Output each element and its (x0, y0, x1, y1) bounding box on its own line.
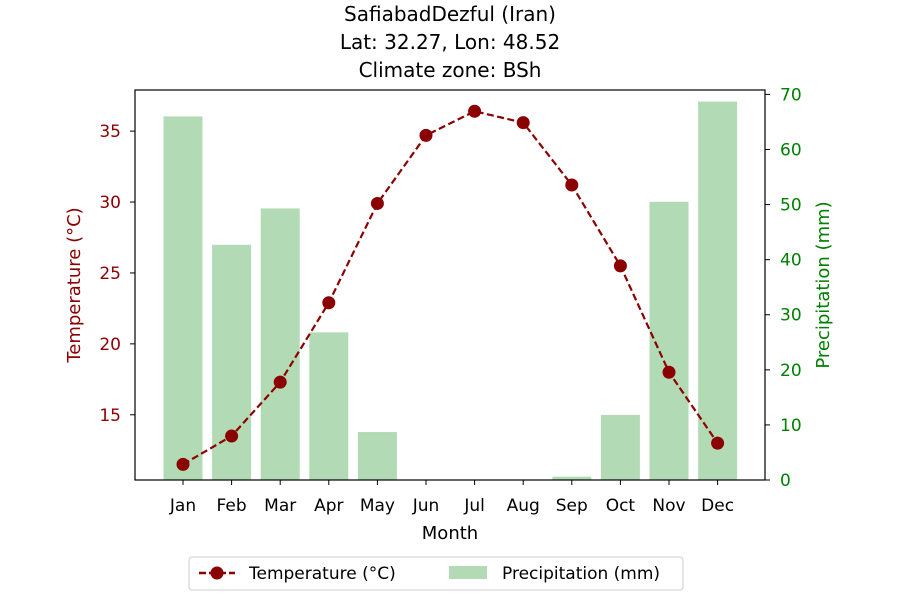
precipitation-axis: 0 10 20 30 40 50 60 70 (765, 85, 802, 491)
chart-title: SafiabadDezful (Iran) Lat: 32.27, Lon: 4… (340, 2, 560, 82)
temperature-point-dec (711, 436, 725, 450)
temperature-tick-label: 20 (99, 335, 121, 355)
temperature-line (182, 110, 719, 466)
legend-precipitation-label: Precipitation (mm) (502, 564, 660, 584)
precipitation-bar-mar (260, 208, 300, 481)
precipitation-tick-label: 20 (780, 361, 802, 381)
precipitation-bars (163, 101, 738, 481)
x-tick-label: Apr (314, 496, 343, 516)
precipitation-bar-nov (649, 201, 689, 481)
legend-temperature-marker (210, 566, 224, 580)
temperature-axis: 15 20 25 30 35 (99, 122, 135, 426)
temperature-axis-label: Temperature (°C) (64, 207, 85, 363)
temperature-point-jul (468, 104, 482, 118)
temperature-tick-label: 35 (99, 122, 121, 142)
temperature-point-sep (565, 178, 579, 192)
x-tick-label: Aug (507, 496, 540, 516)
title-line-station: SafiabadDezful (Iran) (344, 2, 556, 26)
x-tick-label: May (360, 496, 395, 516)
precipitation-tick-label: 70 (780, 85, 802, 105)
x-tick-label: Dec (701, 496, 734, 516)
temperature-series (176, 104, 725, 471)
title-line-coordinates: Lat: 32.27, Lon: 48.52 (340, 30, 560, 54)
temperature-point-mar (273, 375, 287, 389)
temperature-point-oct (613, 259, 627, 273)
temperature-point-apr (322, 296, 336, 310)
precipitation-tick-label: 40 (780, 251, 802, 271)
x-tick-label: Jun (412, 496, 440, 516)
temperature-point-feb (225, 429, 239, 443)
precipitation-bar-feb (212, 244, 252, 480)
legend-precipitation-swatch (449, 566, 487, 579)
precipitation-bar-dec (698, 101, 738, 480)
x-axis: Jan Feb Mar Apr May Jun Jul Aug Sep Oct Nov Dec (169, 480, 734, 516)
legend: Temperature (°C) Precipitation (mm) (188, 556, 684, 591)
temperature-tick-label: 30 (99, 193, 121, 213)
x-tick-label: Oct (606, 496, 636, 516)
precipitation-tick-label: 10 (780, 416, 802, 436)
precipitation-tick-label: 60 (780, 140, 802, 160)
title-line-climate-zone: Climate zone: BSh (359, 58, 542, 82)
x-tick-label: Nov (652, 496, 685, 516)
precipitation-bar-jan (163, 116, 203, 481)
precipitation-tick-label: 50 (780, 196, 802, 216)
precipitation-axis-label: Precipitation (mm) (813, 201, 834, 368)
precipitation-tick-label: 30 (780, 306, 802, 326)
temperature-point-nov (662, 365, 676, 379)
x-tick-label: Jul (463, 496, 485, 516)
precipitation-bar-sep (552, 476, 592, 480)
temperature-point-jan (176, 457, 190, 471)
temperature-point-may (370, 196, 384, 210)
x-tick-label: Feb (217, 496, 247, 516)
x-axis-label: Month (422, 523, 478, 544)
precipitation-bar-apr (309, 332, 349, 480)
legend-temperature-label: Temperature (°C) (248, 564, 396, 584)
temperature-point-aug (516, 116, 530, 130)
x-tick-label: Mar (264, 496, 296, 516)
precipitation-tick-label: 0 (780, 471, 791, 491)
precipitation-bar-may (357, 432, 397, 480)
precipitation-bar-oct (600, 415, 640, 480)
legend-box (188, 556, 684, 591)
plot-frame (134, 89, 766, 481)
x-tick-label: Sep (556, 496, 588, 516)
temperature-tick-label: 15 (99, 406, 121, 426)
temperature-tick-label: 25 (99, 264, 121, 284)
x-tick-label: Jan (169, 496, 196, 516)
temperature-point-jun (419, 128, 433, 142)
